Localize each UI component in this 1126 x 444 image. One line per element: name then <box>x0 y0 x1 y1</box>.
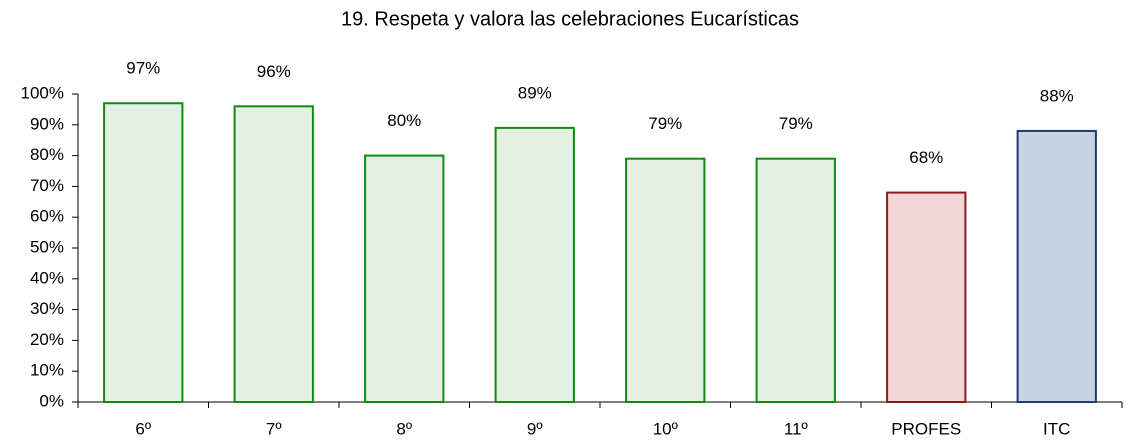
bar <box>886 191 967 403</box>
data-label: 68% <box>909 148 943 167</box>
data-label: 89% <box>518 83 552 102</box>
bar <box>103 102 184 404</box>
bar <box>494 126 575 403</box>
bar <box>233 105 314 403</box>
x-tick-label: 11º <box>784 419 808 438</box>
y-tick-label: 30% <box>30 299 64 318</box>
x-tick-label: 7º <box>266 419 282 438</box>
data-label: 80% <box>387 111 421 130</box>
y-tick-label: 20% <box>30 330 64 349</box>
bar <box>755 157 836 403</box>
x-tick-label: ITC <box>1043 419 1070 438</box>
y-tick-label: 50% <box>30 237 64 256</box>
y-tick-label: 100% <box>21 83 64 102</box>
bar <box>625 157 706 403</box>
data-label: 88% <box>1040 86 1074 105</box>
x-tick-label: 10º <box>653 419 678 438</box>
chart-title: 19. Respeta y valora las celebraciones E… <box>341 8 799 30</box>
data-label: 79% <box>648 114 682 133</box>
x-tick-label: 8º <box>396 419 412 438</box>
data-label: 79% <box>779 114 813 133</box>
data-label: 96% <box>257 62 291 81</box>
y-tick-label: 10% <box>30 361 64 380</box>
bar <box>364 154 445 403</box>
x-tick-label: 6º <box>135 419 151 438</box>
y-tick-label: 70% <box>30 176 64 195</box>
data-label: 97% <box>126 59 160 78</box>
y-tick-label: 40% <box>30 268 64 287</box>
y-tick-label: 0% <box>39 391 64 410</box>
bar <box>1016 129 1097 404</box>
y-tick-label: 60% <box>30 207 64 226</box>
y-tick-label: 80% <box>30 145 64 164</box>
x-tick-label: PROFES <box>891 419 961 438</box>
y-tick-label: 90% <box>30 114 64 133</box>
x-tick-label: 9º <box>527 419 543 438</box>
